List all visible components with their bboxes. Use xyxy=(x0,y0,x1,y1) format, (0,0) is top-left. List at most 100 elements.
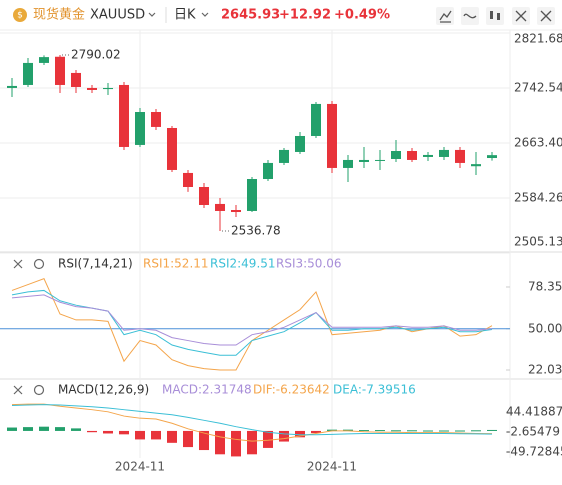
macd-bar xyxy=(455,430,465,432)
candle-body xyxy=(423,154,433,157)
y-tick-label: 78.35 xyxy=(528,279,562,293)
symbol-code[interactable]: XAUUSD xyxy=(90,8,145,23)
legend-entry: DIF:-6.23642 xyxy=(253,383,330,397)
x-tick-label: 2024-11 xyxy=(115,460,165,474)
candle-body xyxy=(151,112,161,127)
candle-body xyxy=(391,150,401,159)
candle-body xyxy=(327,103,337,168)
candle-body xyxy=(135,112,145,145)
macd-line xyxy=(11,403,493,442)
tool-indicator[interactable] xyxy=(461,7,479,25)
indicator-title: RSI(7,14,21) xyxy=(58,257,133,271)
legend-entry: MACD:2.31748 xyxy=(162,383,252,397)
y-tick-label: 2742.54 xyxy=(514,81,562,95)
candle-body xyxy=(311,103,321,136)
macd-bar xyxy=(375,430,385,432)
macd-bar xyxy=(39,426,49,431)
indicator-title: MACD(12,26,9) xyxy=(58,383,149,397)
macd-bar xyxy=(103,430,113,434)
tool-draw[interactable] xyxy=(436,7,454,25)
candle-body xyxy=(247,179,257,211)
macd-bar xyxy=(311,430,321,434)
y-tick-label: 50.00 xyxy=(528,321,562,335)
macd-bar xyxy=(391,430,401,432)
y-tick-label: 22.03 xyxy=(528,362,562,376)
candle-body xyxy=(119,84,129,147)
candle-body xyxy=(439,149,449,157)
tool-candle[interactable] xyxy=(486,7,504,25)
y-tick-label: 2821.68 xyxy=(514,32,562,46)
candle-body xyxy=(343,159,353,168)
close-indicator[interactable] xyxy=(13,385,23,395)
dropdown-arrow[interactable] xyxy=(148,12,156,17)
candle-body xyxy=(167,127,177,170)
change-percent: +0.49% xyxy=(334,8,390,23)
macd-bar xyxy=(423,430,433,432)
macd-bar xyxy=(55,427,65,431)
x-tick-label: 2024-11 xyxy=(307,460,357,474)
legend-entry: RSI1:52.11 xyxy=(143,257,209,271)
macd-bar xyxy=(119,430,129,435)
legend-entry: RSI2:49.51 xyxy=(210,257,276,271)
low-label: 2536.78 xyxy=(231,224,281,238)
y-tick-label: 2584.26 xyxy=(514,191,562,205)
macd-bar xyxy=(327,429,337,431)
candle-body xyxy=(407,150,417,160)
macd-bar xyxy=(263,430,273,448)
legend-entry: DEA:-7.39516 xyxy=(333,383,416,397)
candle-body xyxy=(23,62,33,85)
macd-bar xyxy=(183,430,193,448)
candle-body xyxy=(199,186,209,205)
candle-body xyxy=(471,164,481,167)
close-indicator[interactable] xyxy=(13,259,23,269)
macd-bar xyxy=(231,430,241,457)
candle-body xyxy=(39,57,49,63)
candle-body xyxy=(183,172,193,187)
candle-body xyxy=(295,135,305,152)
candle-body xyxy=(103,87,113,90)
dropdown-arrow[interactable] xyxy=(201,12,209,17)
y-tick-label: 2663.40 xyxy=(514,136,562,150)
candle-body xyxy=(231,210,241,213)
macd-bar xyxy=(343,429,353,431)
macd-bar xyxy=(167,430,177,443)
candle-body xyxy=(87,87,97,90)
y-tick-label: -49.72845 xyxy=(506,445,562,459)
high-label: 2790.02 xyxy=(71,48,121,62)
settings-indicator[interactable] xyxy=(33,384,45,396)
macd-bar xyxy=(471,430,481,432)
macd-bar xyxy=(439,430,449,432)
legend-entry: RSI3:50.06 xyxy=(276,257,342,271)
macd-bar xyxy=(23,427,33,431)
period[interactable]: 日K xyxy=(174,8,196,23)
settings-indicator[interactable] xyxy=(33,258,45,270)
macd-bar xyxy=(295,430,305,438)
candle-body xyxy=(7,85,17,88)
y-tick-label: 44.41887 xyxy=(506,405,562,419)
candle-body xyxy=(375,159,385,161)
candle-body xyxy=(55,56,65,85)
macd-bar xyxy=(151,430,161,440)
macd-line xyxy=(11,404,493,436)
macd-bar xyxy=(87,430,97,433)
macd-bar xyxy=(359,430,369,432)
macd-bar xyxy=(279,430,289,442)
candle-body xyxy=(263,162,273,180)
price: 2645.93 xyxy=(221,8,280,23)
macd-bar xyxy=(199,430,209,451)
symbol-icon xyxy=(13,8,27,22)
rsi-line xyxy=(11,294,493,346)
y-tick-label: -2.65479 xyxy=(506,425,560,439)
macd-bar xyxy=(407,430,417,432)
candle-body xyxy=(359,159,369,162)
tool-close[interactable] xyxy=(537,7,555,25)
candle-body xyxy=(487,155,497,159)
symbol-name[interactable]: 现货黄金 xyxy=(33,7,85,23)
candle-body xyxy=(455,149,465,163)
macd-bar xyxy=(7,427,17,431)
tool-fullscreen[interactable] xyxy=(512,7,530,25)
symbol-icon-glyph: $ xyxy=(17,11,23,21)
